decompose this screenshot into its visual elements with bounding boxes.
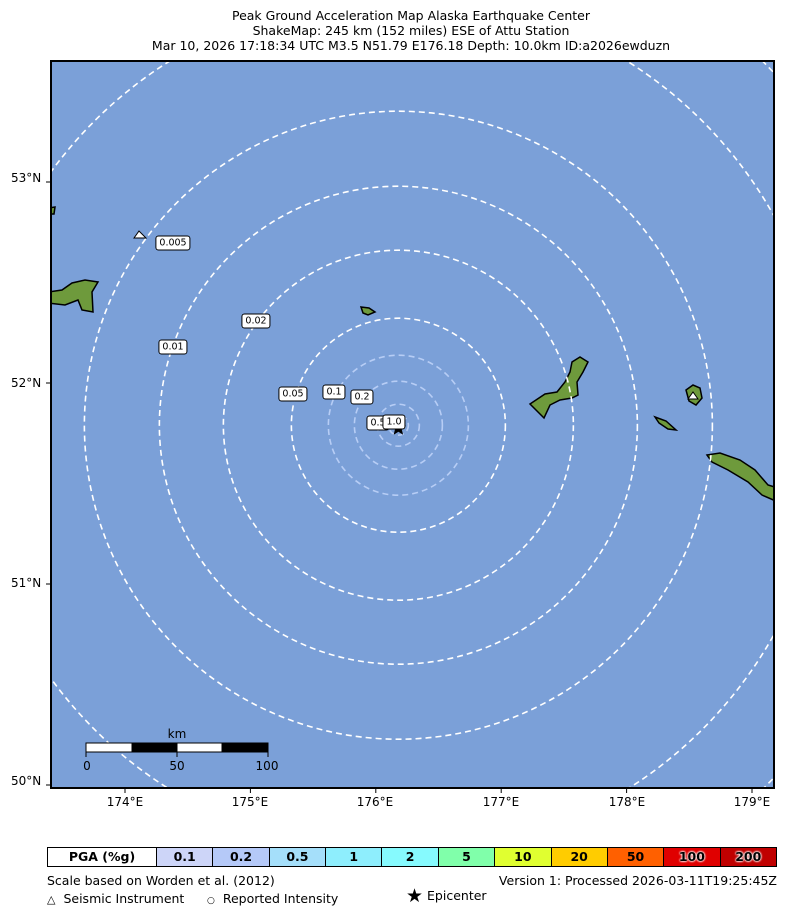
- contour-label: 1.0: [382, 414, 406, 430]
- legend-epicenter: ★ Epicenter: [406, 885, 487, 907]
- version-info: Version 1: Processed 2026-03-11T19:25:45…: [498, 873, 777, 888]
- lon-tick-label: 175°E: [231, 795, 269, 809]
- legend-bin: 100: [663, 848, 720, 866]
- reported-intensity-label: Reported Intensity: [222, 891, 339, 906]
- lon-tick-label: 179°E: [733, 795, 771, 809]
- contour-label: 0.2: [350, 389, 374, 405]
- star-icon: ★: [406, 885, 424, 907]
- lat-tick-label: 50°N: [11, 774, 42, 788]
- seismic-instrument-label: Seismic Instrument: [63, 891, 185, 906]
- lat-tick-label: 52°N: [11, 376, 42, 390]
- axis-ticks: [46, 181, 753, 793]
- legend-bin: 0.2: [212, 848, 269, 866]
- triangle-icon: △: [47, 893, 56, 906]
- ocean: [51, 61, 774, 788]
- map-subtitle: ShakeMap: 245 km (152 miles) ESE of Attu…: [252, 23, 570, 38]
- legend-bin: 10: [494, 848, 551, 866]
- legend-header: PGA (%g): [48, 848, 156, 866]
- land: [51, 206, 774, 502]
- legend-reported-intensity: ○ Reported Intensity: [207, 891, 338, 906]
- pga-contour: [222, 249, 575, 602]
- contour-label: 0.02: [241, 313, 271, 329]
- epicenter-label: Epicenter: [427, 888, 487, 903]
- lon-tick-label: 174°E: [106, 795, 144, 809]
- map-frame: [50, 60, 775, 789]
- circle-icon: ○: [207, 896, 215, 906]
- legend-bin: 50: [606, 848, 664, 866]
- legend-bin: 0.1: [156, 848, 213, 866]
- legend-bin: 2: [381, 848, 438, 866]
- map-title: Peak Ground Acceleration Map Alaska Eart…: [231, 8, 591, 23]
- legend-bin: 200: [719, 848, 776, 866]
- island-amchitka: [705, 452, 774, 502]
- island-kiska: [528, 356, 589, 420]
- pga-contour: [327, 354, 470, 497]
- legend-bin: 1: [325, 848, 382, 866]
- island-buldir: [359, 306, 377, 316]
- pga-contour: [353, 380, 444, 471]
- event-details: Mar 10, 2026 17:18:34 UTC M3.5 N51.79 E1…: [151, 38, 671, 53]
- legend-bin: 20: [550, 848, 607, 866]
- contour-label: 0.05: [278, 386, 308, 402]
- lat-tick-label: 53°N: [11, 171, 42, 185]
- pga-contour: [290, 317, 507, 534]
- seismic-instrument-icon: [687, 391, 699, 400]
- scale-bar-label: 50: [169, 759, 185, 773]
- station-markers: [133, 230, 699, 400]
- island-attu: [51, 279, 100, 313]
- legend-bin: 0.5: [268, 848, 326, 866]
- contour-label: 0.01: [158, 339, 188, 355]
- contour-label: 0.005: [155, 235, 191, 251]
- scale-bar: [85, 742, 269, 757]
- legend-bin: 5: [437, 848, 495, 866]
- pga-legend: PGA (%g) 0.1 0.2 0.5 1 2 5 10 20 50 100 200: [47, 847, 777, 867]
- pga-contour: [83, 110, 714, 741]
- island-little-kiska: [653, 415, 679, 432]
- legend-seismic-instrument: △ Seismic Instrument: [47, 891, 184, 906]
- contour-label: 0.1: [322, 384, 346, 400]
- scale-bar-label: 0: [83, 759, 91, 773]
- lon-tick-label: 178°E: [608, 795, 646, 809]
- pga-contour: [158, 185, 639, 666]
- lat-tick-label: 51°N: [11, 576, 42, 590]
- scale-bar-unit: km: [167, 727, 187, 741]
- scale-bar-label: 100: [255, 759, 279, 773]
- lon-tick-label: 177°E: [482, 795, 520, 809]
- scale-note: Scale based on Worden et al. (2012): [47, 873, 275, 888]
- seismic-instrument-icon: [133, 230, 148, 239]
- lon-tick-label: 176°E: [356, 795, 394, 809]
